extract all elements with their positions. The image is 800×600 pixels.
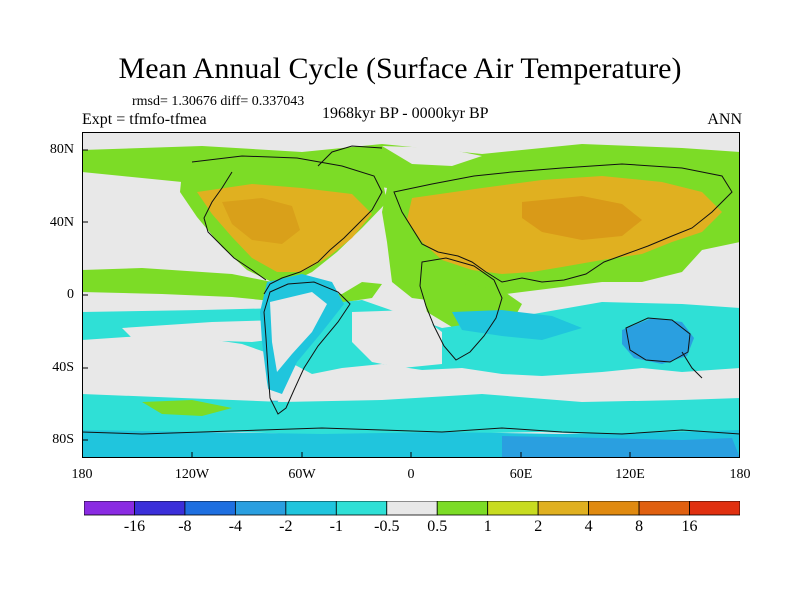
colorbar-label-6: 0.5 bbox=[427, 518, 448, 535]
lon-label-180e: 180 bbox=[729, 467, 751, 482]
australia-blue bbox=[622, 318, 694, 364]
asia-deep-orange bbox=[522, 196, 642, 240]
colorbar-label-1: -8 bbox=[178, 518, 192, 535]
colorbar-swatch-7 bbox=[436, 501, 489, 516]
colorbar bbox=[84, 501, 740, 516]
colorbar-swatch-6 bbox=[386, 501, 438, 516]
colorbar-label-4: -1 bbox=[329, 518, 343, 535]
colorbar-label-5: -0.5 bbox=[374, 518, 400, 535]
colorbar-swatch-0 bbox=[84, 501, 135, 516]
lat-label-40n: 40N bbox=[49, 215, 74, 230]
southern-neutral-band bbox=[82, 368, 740, 402]
lon-label-60w: 60W bbox=[288, 467, 316, 482]
colorbar-label-3: -2 bbox=[279, 518, 293, 535]
colorbar-swatch-9 bbox=[537, 501, 590, 516]
antarctic-green-patch bbox=[142, 400, 232, 416]
colorbar-swatch-2 bbox=[184, 501, 236, 516]
lat-label-0: 0 bbox=[67, 287, 74, 302]
south-pacific-neutral bbox=[122, 320, 292, 342]
temperature-map bbox=[82, 132, 740, 458]
colorbar-swatch-1 bbox=[134, 501, 186, 516]
colorbar-swatch-3 bbox=[234, 501, 287, 516]
colorbar-swatch-4 bbox=[285, 501, 337, 516]
lon-label-0: 0 bbox=[407, 467, 415, 482]
arctic-neutral-patch bbox=[382, 146, 482, 166]
lat-label-80n: 80N bbox=[49, 142, 74, 157]
south-atlantic-neutral bbox=[352, 310, 442, 368]
lon-label-60e: 60E bbox=[509, 467, 533, 482]
period-label: 1968kyr BP - 0000kyr BP bbox=[322, 105, 489, 122]
stats-text: rmsd= 1.30676 diff= 0.337043 bbox=[132, 94, 305, 109]
lat-label-80s: 80S bbox=[52, 432, 74, 447]
season-label: ANN bbox=[707, 111, 742, 128]
colorbar-swatch-10 bbox=[588, 501, 640, 516]
antarctic-cyan-band bbox=[82, 394, 740, 436]
colorbar-label-8: 2 bbox=[534, 518, 543, 535]
axis-ticks bbox=[82, 149, 631, 458]
colorbar-swatch-12 bbox=[689, 501, 740, 516]
colorbar-swatch-11 bbox=[638, 501, 690, 516]
colorbar-swatch-5 bbox=[335, 501, 388, 516]
south-america-neutral bbox=[270, 292, 327, 372]
antarctic-deep-blue bbox=[502, 436, 740, 458]
colorbar-swatch-8 bbox=[487, 501, 539, 516]
lon-label-180w: 180 bbox=[71, 467, 93, 482]
lon-label-120e: 120E bbox=[615, 467, 645, 482]
lat-label-40s: 40S bbox=[52, 360, 74, 375]
north-america-deep-orange bbox=[222, 198, 300, 244]
indian-ocean-cyan bbox=[452, 310, 582, 340]
colorbar-label-11: 16 bbox=[681, 518, 698, 535]
coastlines bbox=[82, 145, 740, 435]
colorbar-label-9: 4 bbox=[584, 518, 593, 535]
experiment-label: Expt = tfmfo-tfmea bbox=[82, 111, 207, 128]
colorbar-label-10: 8 bbox=[635, 518, 644, 535]
lon-label-120w: 120W bbox=[174, 467, 210, 482]
colorbar-label-2: -4 bbox=[228, 518, 243, 535]
plot-title: Mean Annual Cycle (Surface Air Temperatu… bbox=[118, 52, 682, 85]
colorbar-label-0: -16 bbox=[123, 518, 146, 535]
colorbar-label-7: 1 bbox=[483, 518, 492, 535]
